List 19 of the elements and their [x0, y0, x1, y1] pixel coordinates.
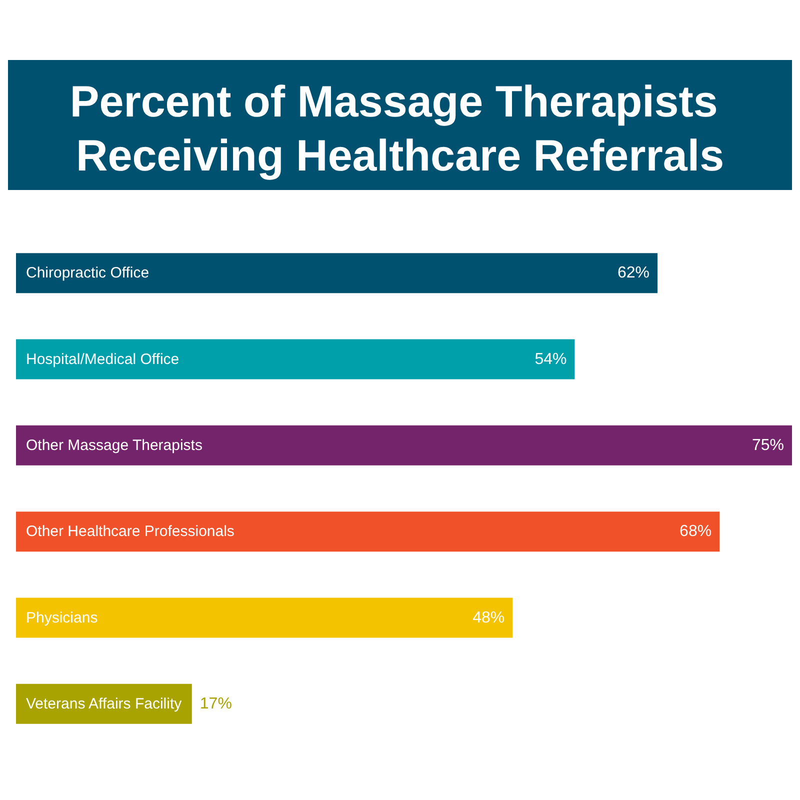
bar [16, 598, 513, 638]
y-tick-label: Other Massage Therapists [26, 436, 202, 454]
bar [16, 512, 720, 552]
bar [16, 684, 192, 724]
y-tick-label: Chiropractic Office [26, 264, 150, 282]
data-label: 54% [534, 350, 567, 368]
y-tick-label: Veterans Affairs Facility [26, 695, 182, 712]
bar [16, 339, 575, 380]
data-label: 48% [472, 609, 505, 626]
y-tick-label: Physicians [26, 609, 98, 626]
bar [16, 253, 658, 294]
data-label: 62% [617, 264, 650, 282]
chart-title: Percent of Massage Therapists Receiving Healthcare Referrals [70, 78, 730, 180]
y-tick-label: Other Healthcare Professionals [26, 523, 234, 540]
bar [16, 425, 792, 466]
y-tick-label: Hospital/Medical Office [26, 350, 180, 368]
data-label: 68% [680, 523, 712, 540]
data-label: 17% [200, 695, 232, 712]
data-label: 75% [752, 436, 784, 454]
